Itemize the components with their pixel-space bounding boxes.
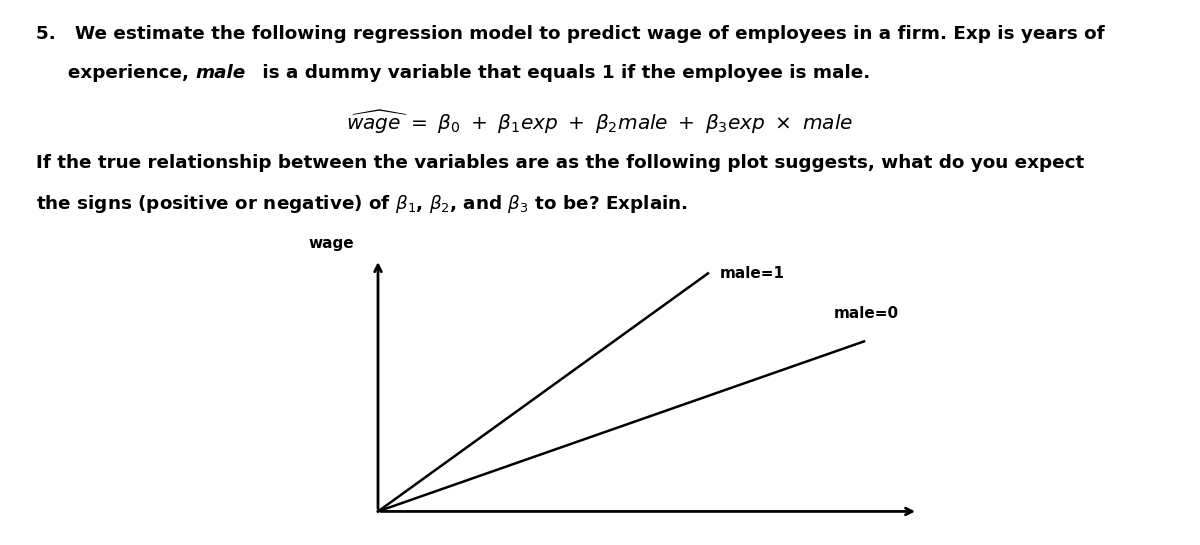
Text: 5.   We estimate the following regression model to predict wage of employees in : 5. We estimate the following regression … [36, 25, 1105, 43]
Text: is a dummy variable that equals 1 if the employee is male.: is a dummy variable that equals 1 if the… [256, 64, 870, 82]
Text: $\widehat{wage}\ =\ \beta_0\ +\ \beta_1 exp\ +\ \beta_2 \mathit{male}\ +\ \beta_: $\widehat{wage}\ =\ \beta_0\ +\ \beta_1 … [347, 109, 853, 136]
Text: If the true relationship between the variables are as the following plot suggest: If the true relationship between the var… [36, 154, 1085, 172]
Text: male=1: male=1 [720, 266, 785, 281]
Text: male: male [196, 64, 246, 82]
Text: the signs (positive or negative) of $\beta_1$, $\beta_2$, and $\beta_3$ to be? E: the signs (positive or negative) of $\be… [36, 193, 688, 215]
Text: wage: wage [308, 235, 354, 251]
Text: male=0: male=0 [834, 306, 899, 320]
Text: experience,: experience, [36, 64, 196, 82]
